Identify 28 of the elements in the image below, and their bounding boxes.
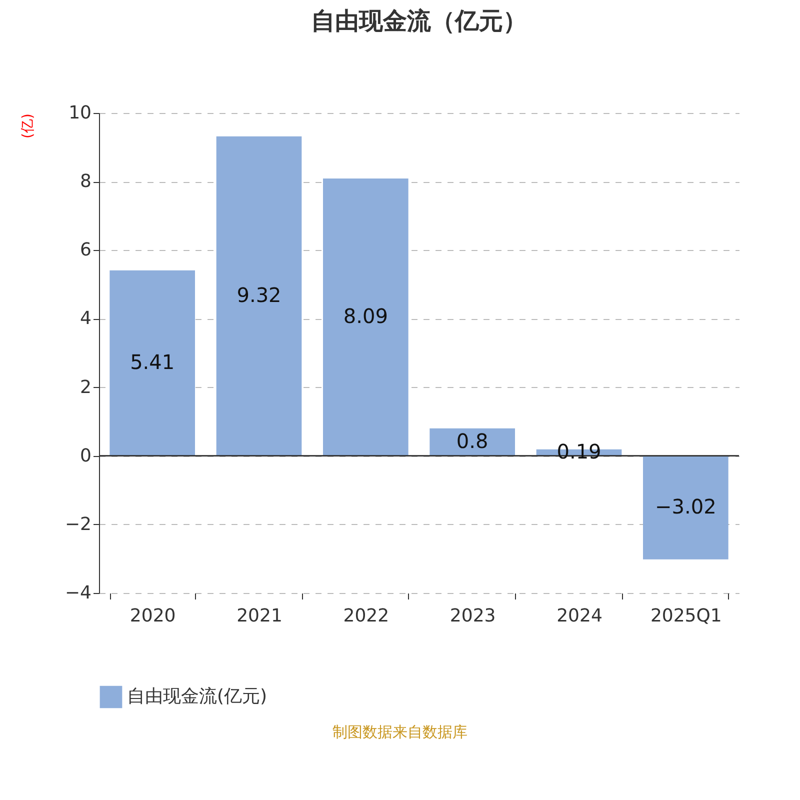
y-tick-label: −4 bbox=[64, 582, 92, 604]
bar bbox=[323, 178, 408, 456]
data-label: 0.8 bbox=[456, 429, 488, 454]
x-tick-label: 2025Q1 bbox=[650, 606, 722, 626]
y-tick-label: 6 bbox=[80, 240, 92, 261]
x-tick-label: 2023 bbox=[450, 606, 496, 626]
data-label: −3.02 bbox=[655, 494, 716, 519]
bar bbox=[643, 456, 728, 560]
data-label: 9.32 bbox=[236, 283, 282, 308]
x-tick-label: 2021 bbox=[236, 606, 282, 626]
data-label: 8.09 bbox=[343, 304, 388, 328]
data-label: 5.41 bbox=[130, 350, 175, 374]
y-tick-label: 4 bbox=[80, 308, 92, 330]
chart-title: 自由现金流（亿元） bbox=[311, 7, 527, 35]
y-tick-label: 2 bbox=[80, 376, 92, 398]
x-tick-label: 2024 bbox=[556, 606, 602, 626]
bar bbox=[110, 270, 195, 456]
bar bbox=[216, 136, 302, 456]
y-tick-label: 10 bbox=[68, 102, 92, 124]
x-tick-label: 2022 bbox=[343, 606, 390, 626]
x-tick-label: 2020 bbox=[130, 606, 176, 626]
bar bbox=[430, 428, 515, 456]
y-tick-label: −2 bbox=[64, 514, 92, 535]
y-tick-label: 8 bbox=[80, 171, 92, 192]
legend-label: 自由现金流(亿元) bbox=[127, 686, 268, 707]
y-tick-label: 0 bbox=[80, 445, 92, 466]
y-axis-title: (亿) bbox=[20, 114, 36, 138]
text: 制图数据来自数据库 bbox=[332, 723, 468, 742]
